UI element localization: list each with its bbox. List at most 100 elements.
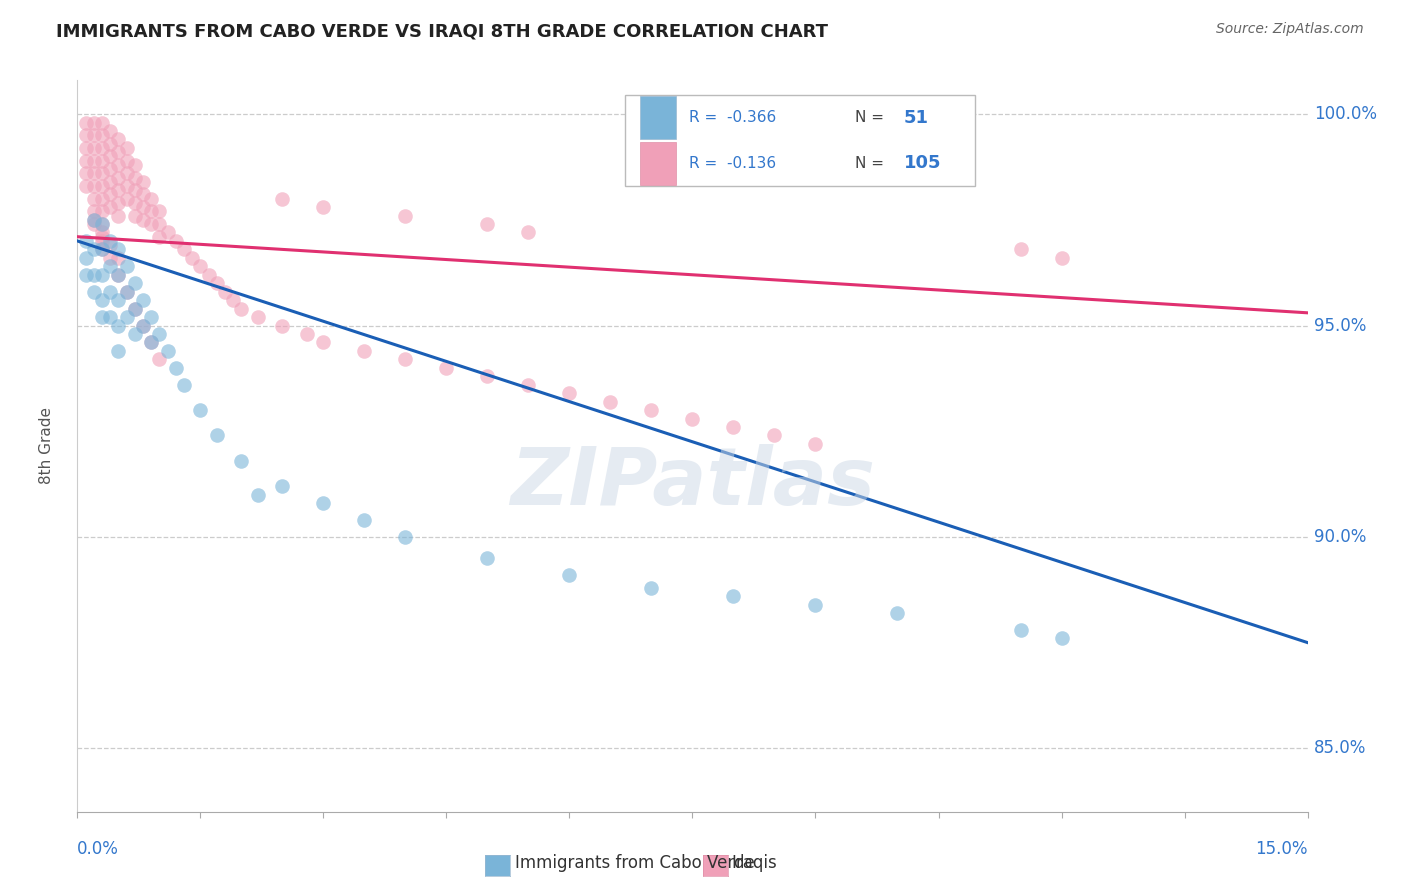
Point (83, 212, 105, 227)
Point (165, 234, 187, 248)
Point (804, 598, 827, 612)
Point (107, 132, 129, 146)
Text: Source: ZipAtlas.com: Source: ZipAtlas.com (1216, 22, 1364, 37)
Point (75, 141, 97, 155)
Point (394, 352, 416, 367)
Point (353, 343, 375, 358)
Bar (640, 142, 676, 185)
Point (124, 158, 146, 172)
Text: N =: N = (855, 156, 889, 171)
Point (312, 335, 335, 350)
Point (90, 217, 114, 231)
Point (115, 285, 138, 299)
Point (107, 243, 129, 257)
Point (148, 326, 170, 341)
Point (231, 301, 253, 316)
Point (436, 360, 458, 375)
Point (394, 530, 416, 544)
Point (271, 479, 294, 493)
Text: 100.0%: 100.0% (1313, 105, 1376, 123)
Point (83, 204, 105, 219)
Point (107, 183, 129, 197)
Point (98, 162, 121, 177)
Point (115, 153, 138, 168)
Point (83, 178, 105, 193)
Point (83, 285, 105, 299)
FancyBboxPatch shape (624, 95, 976, 186)
Point (83, 153, 105, 168)
Point (83, 166, 105, 180)
Point (98, 285, 121, 299)
Point (124, 301, 146, 316)
Point (231, 454, 253, 468)
Point (98, 149, 121, 163)
Text: R =  -0.136: R = -0.136 (689, 156, 776, 171)
Point (115, 178, 138, 193)
Point (312, 496, 335, 510)
Point (90, 217, 114, 231)
Point (75, 251, 97, 265)
Point (75, 166, 97, 180)
Point (98, 187, 121, 202)
Point (98, 124, 121, 138)
Point (107, 251, 129, 265)
Point (477, 369, 499, 384)
Point (90, 204, 114, 219)
Point (124, 326, 146, 341)
Point (682, 411, 704, 425)
Point (141, 310, 163, 324)
Point (599, 394, 621, 409)
Point (90, 226, 114, 240)
Text: 15.0%: 15.0% (1256, 840, 1308, 858)
Point (83, 192, 105, 206)
Text: 85.0%: 85.0% (1313, 739, 1367, 757)
Point (83, 115, 105, 129)
Point (124, 209, 146, 223)
Point (90, 166, 114, 180)
Point (115, 285, 138, 299)
Point (132, 175, 155, 189)
Point (271, 192, 294, 206)
Point (477, 551, 499, 566)
Point (90, 310, 114, 324)
Point (90, 243, 114, 257)
Point (75, 115, 97, 129)
Text: Iraqis: Iraqis (731, 855, 778, 872)
Point (723, 589, 745, 603)
Text: ZIPatlas: ZIPatlas (510, 443, 875, 522)
Point (1010, 243, 1032, 257)
Point (353, 513, 375, 527)
Point (886, 606, 908, 620)
Point (83, 141, 105, 155)
Point (98, 238, 121, 252)
Point (188, 403, 212, 417)
Point (107, 145, 129, 160)
Point (148, 204, 170, 219)
Point (271, 318, 294, 333)
Point (141, 192, 163, 206)
Text: 90.0%: 90.0% (1313, 528, 1367, 546)
Point (804, 437, 827, 451)
Point (132, 187, 155, 202)
Point (1050, 251, 1073, 265)
Point (107, 158, 129, 172)
Point (312, 200, 335, 214)
Point (107, 170, 129, 185)
Point (124, 195, 146, 210)
Point (115, 166, 138, 180)
Point (75, 234, 97, 248)
Point (205, 428, 228, 442)
Point (156, 226, 179, 240)
Point (75, 178, 97, 193)
Point (197, 268, 219, 282)
Point (141, 335, 163, 350)
Point (132, 293, 155, 307)
Text: Immigrants from Cabo Verde: Immigrants from Cabo Verde (515, 855, 755, 872)
Point (723, 420, 745, 434)
Text: N =: N = (855, 111, 889, 125)
Point (295, 326, 318, 341)
Point (98, 136, 121, 151)
Point (90, 293, 114, 307)
Point (222, 293, 245, 307)
Point (181, 251, 204, 265)
